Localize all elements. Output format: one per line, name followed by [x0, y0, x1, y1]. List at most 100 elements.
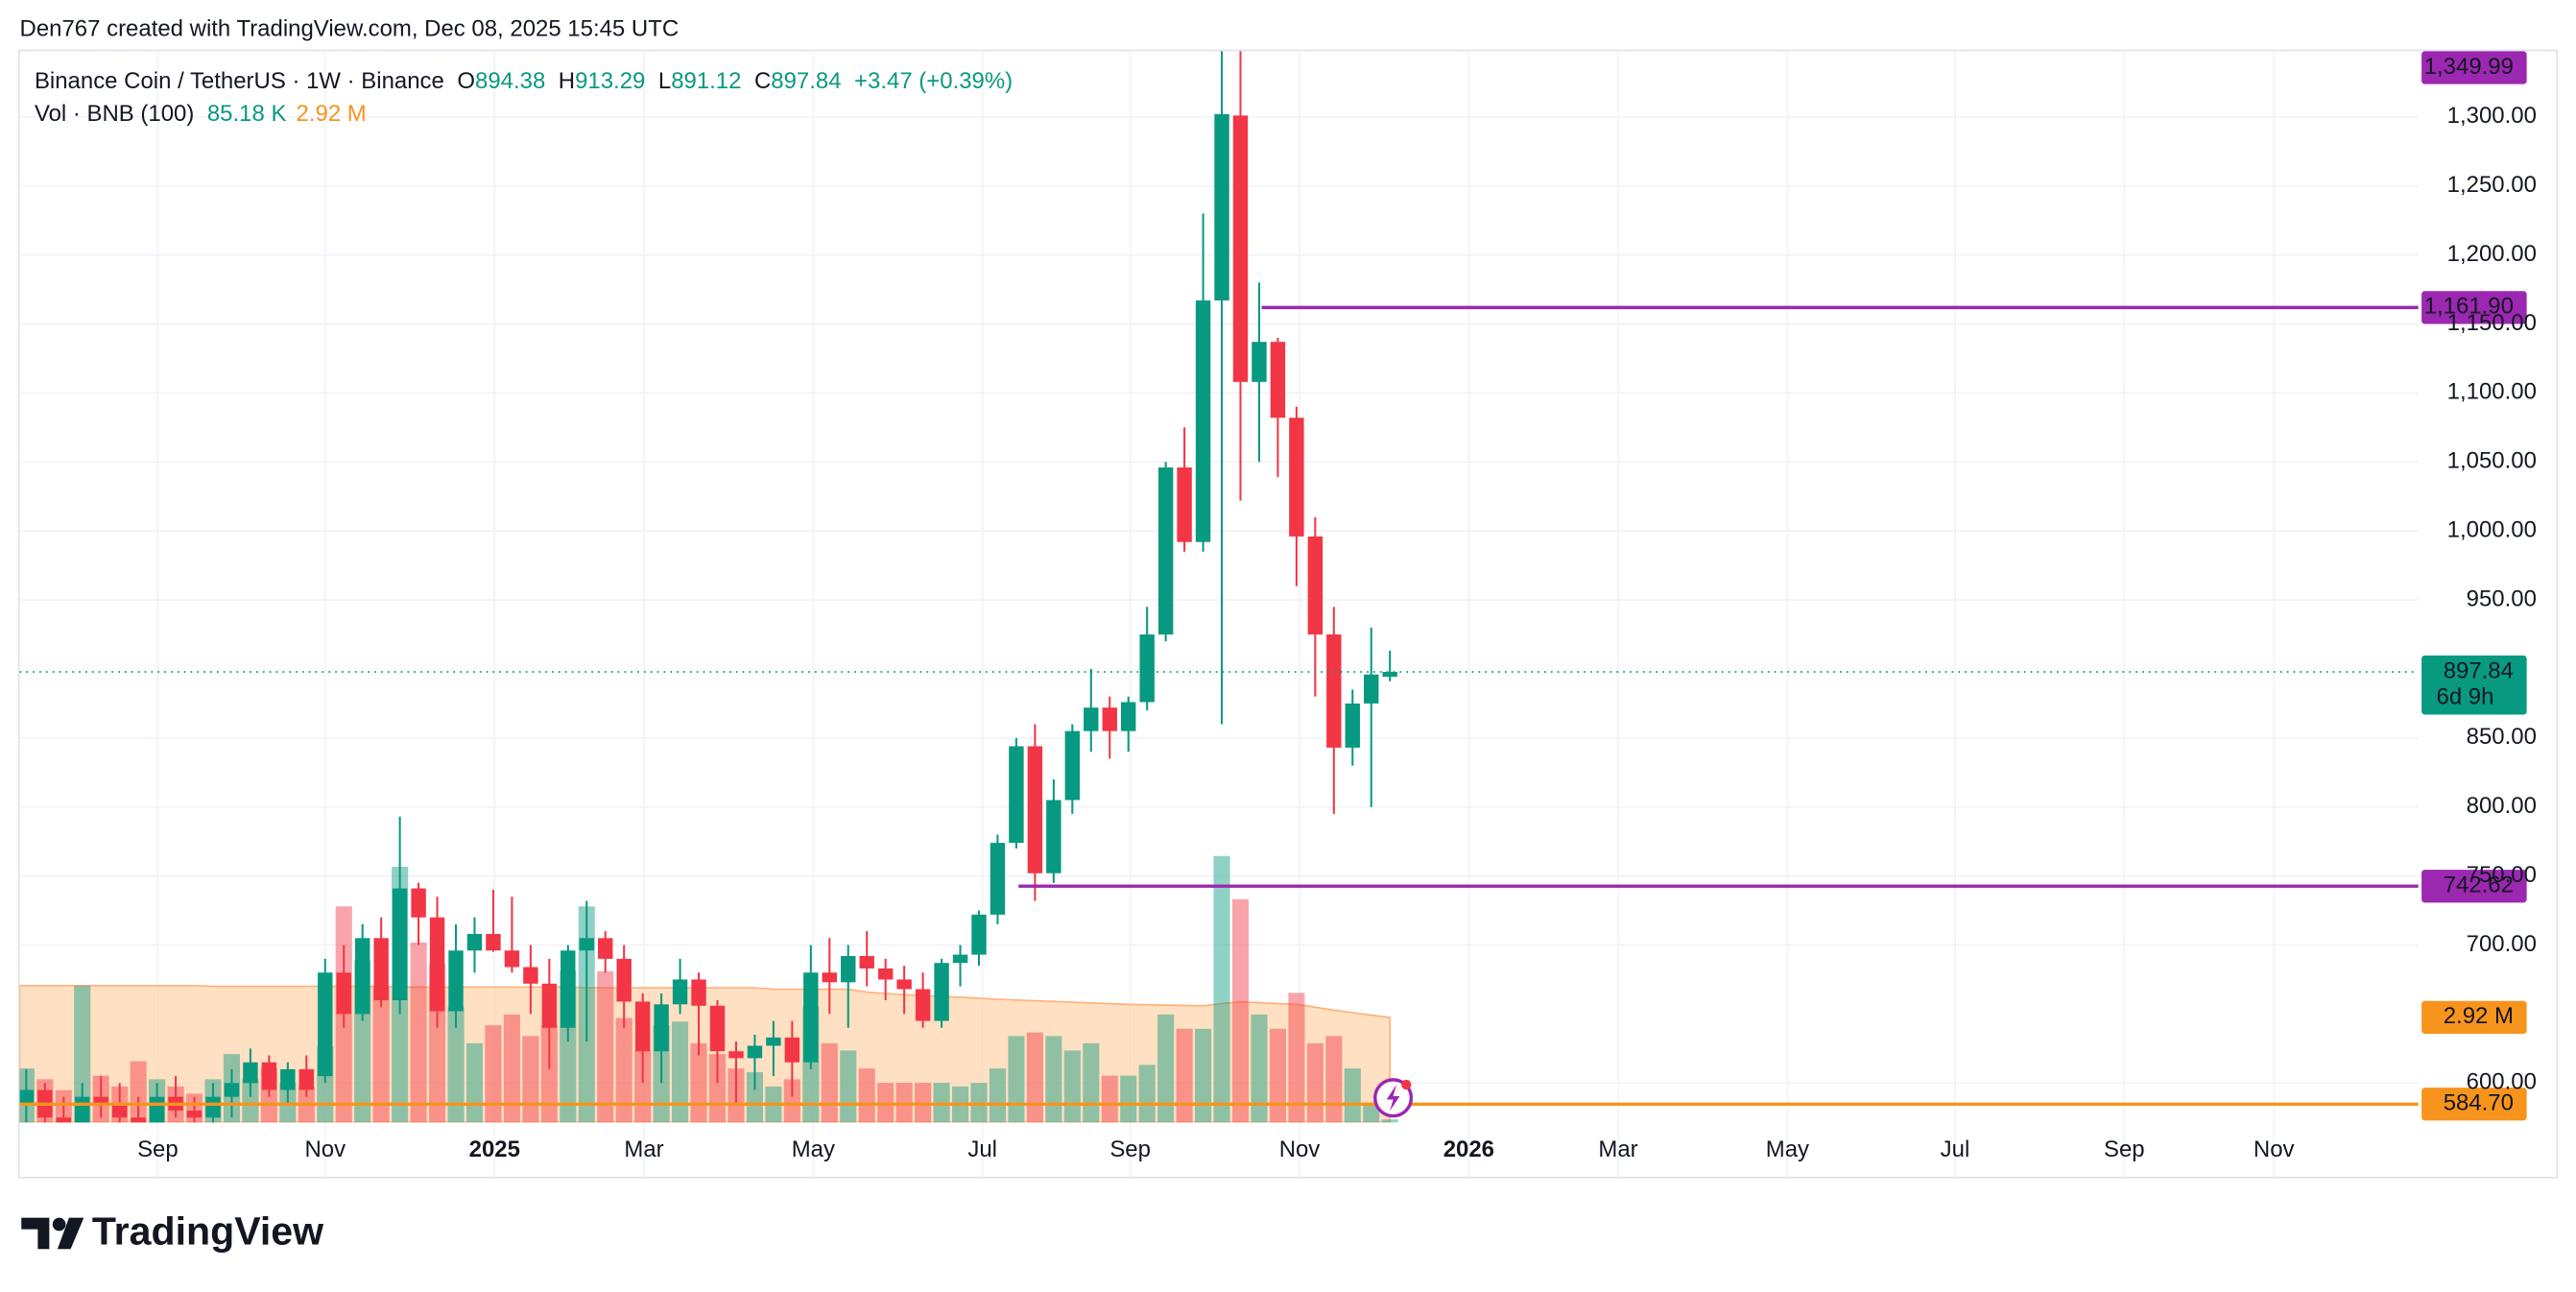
x-tick-label: Nov	[1279, 1136, 1321, 1162]
candle-body	[1289, 418, 1304, 537]
price-line-label: 742.62	[2444, 873, 2514, 898]
candle-body	[598, 938, 613, 959]
candle-body	[354, 938, 370, 1015]
legend-change: +3.47 (+0.39%)	[854, 68, 1013, 94]
candle-body	[224, 1083, 240, 1097]
price-label-box	[2421, 291, 2527, 324]
candle-body	[1121, 702, 1136, 731]
candle-body	[654, 1004, 669, 1052]
grid-layer	[19, 51, 2419, 1177]
y-tick-label: 1,100.00	[2447, 379, 2537, 405]
candle-body	[952, 954, 968, 964]
candle-body	[392, 888, 408, 1001]
candle-body	[93, 1096, 108, 1104]
volume-bar	[1269, 1028, 1286, 1123]
volume-bar	[858, 1068, 875, 1123]
volume-bar	[1363, 1104, 1380, 1123]
volume-bar	[540, 1025, 558, 1123]
legend-main: Binance Coin / TetherUS · 1W · Binance O…	[35, 68, 1013, 94]
candle-body	[859, 955, 874, 969]
volume-bar	[465, 1042, 484, 1123]
volume-bar	[1026, 1032, 1043, 1123]
legend-volume: Vol · BNB (100) 85.18 K 2.92 M	[35, 101, 367, 127]
volume-current: 85.18 K	[207, 101, 287, 127]
candle-body	[19, 1089, 35, 1104]
candle-body	[841, 955, 856, 983]
candle-body	[1252, 342, 1267, 382]
candle-body	[934, 963, 949, 1021]
x-tick-label: Sep	[137, 1136, 179, 1162]
y-tick-label: 600.00	[2467, 1069, 2537, 1095]
candle-body	[1214, 113, 1229, 301]
price-line-label: 1,161.90	[2424, 294, 2514, 320]
volume-bar	[1195, 1028, 1212, 1123]
candle-body	[298, 1068, 315, 1090]
x-tick-label: 2025	[469, 1136, 520, 1162]
candle-body	[1177, 467, 1192, 542]
volume-bar	[1083, 1042, 1100, 1123]
y-tick-label: 1,150.00	[2447, 310, 2537, 336]
brand-name: TradingView	[92, 1209, 324, 1254]
x-tick-label: 2026	[1443, 1136, 1494, 1162]
candle-body	[1009, 746, 1024, 844]
candle-body	[1139, 634, 1155, 703]
volume-bar	[746, 1071, 763, 1123]
x-tick-label: Nov	[304, 1136, 346, 1162]
y-tick-label: 1,300.00	[2447, 103, 2537, 129]
last-price-box	[2421, 655, 2527, 715]
candle-body	[336, 972, 351, 1015]
x-tick-label: Jul	[1941, 1136, 1970, 1162]
candle-body	[186, 1111, 203, 1118]
candle-body	[1027, 746, 1043, 873]
candle-body	[205, 1096, 221, 1118]
volume-ma-current: 2.92 M	[297, 101, 367, 127]
candle-body	[1364, 674, 1379, 704]
candle-body	[261, 1062, 277, 1090]
candle-body	[373, 938, 389, 1001]
x-tick-label: Sep	[2104, 1136, 2145, 1162]
volume-bar	[1325, 1036, 1343, 1123]
candle-body	[691, 979, 706, 1006]
volume-bar	[372, 985, 390, 1123]
legend-key: H	[559, 68, 575, 94]
price-line-label: 1,349.99	[2424, 54, 2514, 80]
x-tick-label: May	[792, 1136, 835, 1162]
volume-bar	[989, 1068, 1007, 1123]
candle-body	[915, 989, 931, 1021]
volume-name: Vol · BNB (100)	[35, 101, 194, 127]
candle-body	[411, 888, 426, 918]
axes: 600.00 700.00 750.00 800.00 850.00 950.00 1,00…	[137, 103, 2537, 1162]
attribution: Den767 created with TradingView.com, Dec…	[20, 15, 680, 41]
volume-bar	[1288, 993, 1305, 1123]
volume-bar	[522, 1036, 539, 1123]
y-tick-label: 700.00	[2467, 931, 2537, 957]
price-label-box	[2421, 870, 2527, 903]
candle-body	[541, 983, 558, 1028]
legend-key: O	[457, 68, 475, 94]
chart-frame	[17, 49, 2559, 1179]
x-tick-label: Sep	[1109, 1136, 1151, 1162]
candle-body	[318, 972, 333, 1077]
volume-bar	[130, 1061, 147, 1123]
volume-bar	[1176, 1028, 1193, 1123]
volume-bar	[1344, 1068, 1361, 1123]
candle-body	[1157, 467, 1174, 634]
volume-bar	[410, 942, 427, 1123]
legend-key: L	[658, 68, 671, 94]
y-tick-label: 1,050.00	[2447, 448, 2537, 474]
candle-body	[561, 950, 576, 1028]
last-price-label: 897.84	[2444, 658, 2514, 683]
volume-bar	[1063, 1050, 1081, 1123]
volume-bar	[615, 1017, 632, 1123]
volume-ma-box	[2421, 1000, 2527, 1034]
price-label-box	[2421, 51, 2527, 84]
volume-bar	[840, 1050, 857, 1123]
candle-body	[243, 1062, 258, 1084]
candle-body	[280, 1068, 296, 1090]
legend-key: C	[754, 68, 771, 94]
volume-ma-label: 2.92 M	[2444, 1003, 2514, 1029]
candle-body	[111, 1103, 128, 1118]
volume-bar	[821, 1042, 838, 1123]
candle-body	[822, 972, 837, 983]
